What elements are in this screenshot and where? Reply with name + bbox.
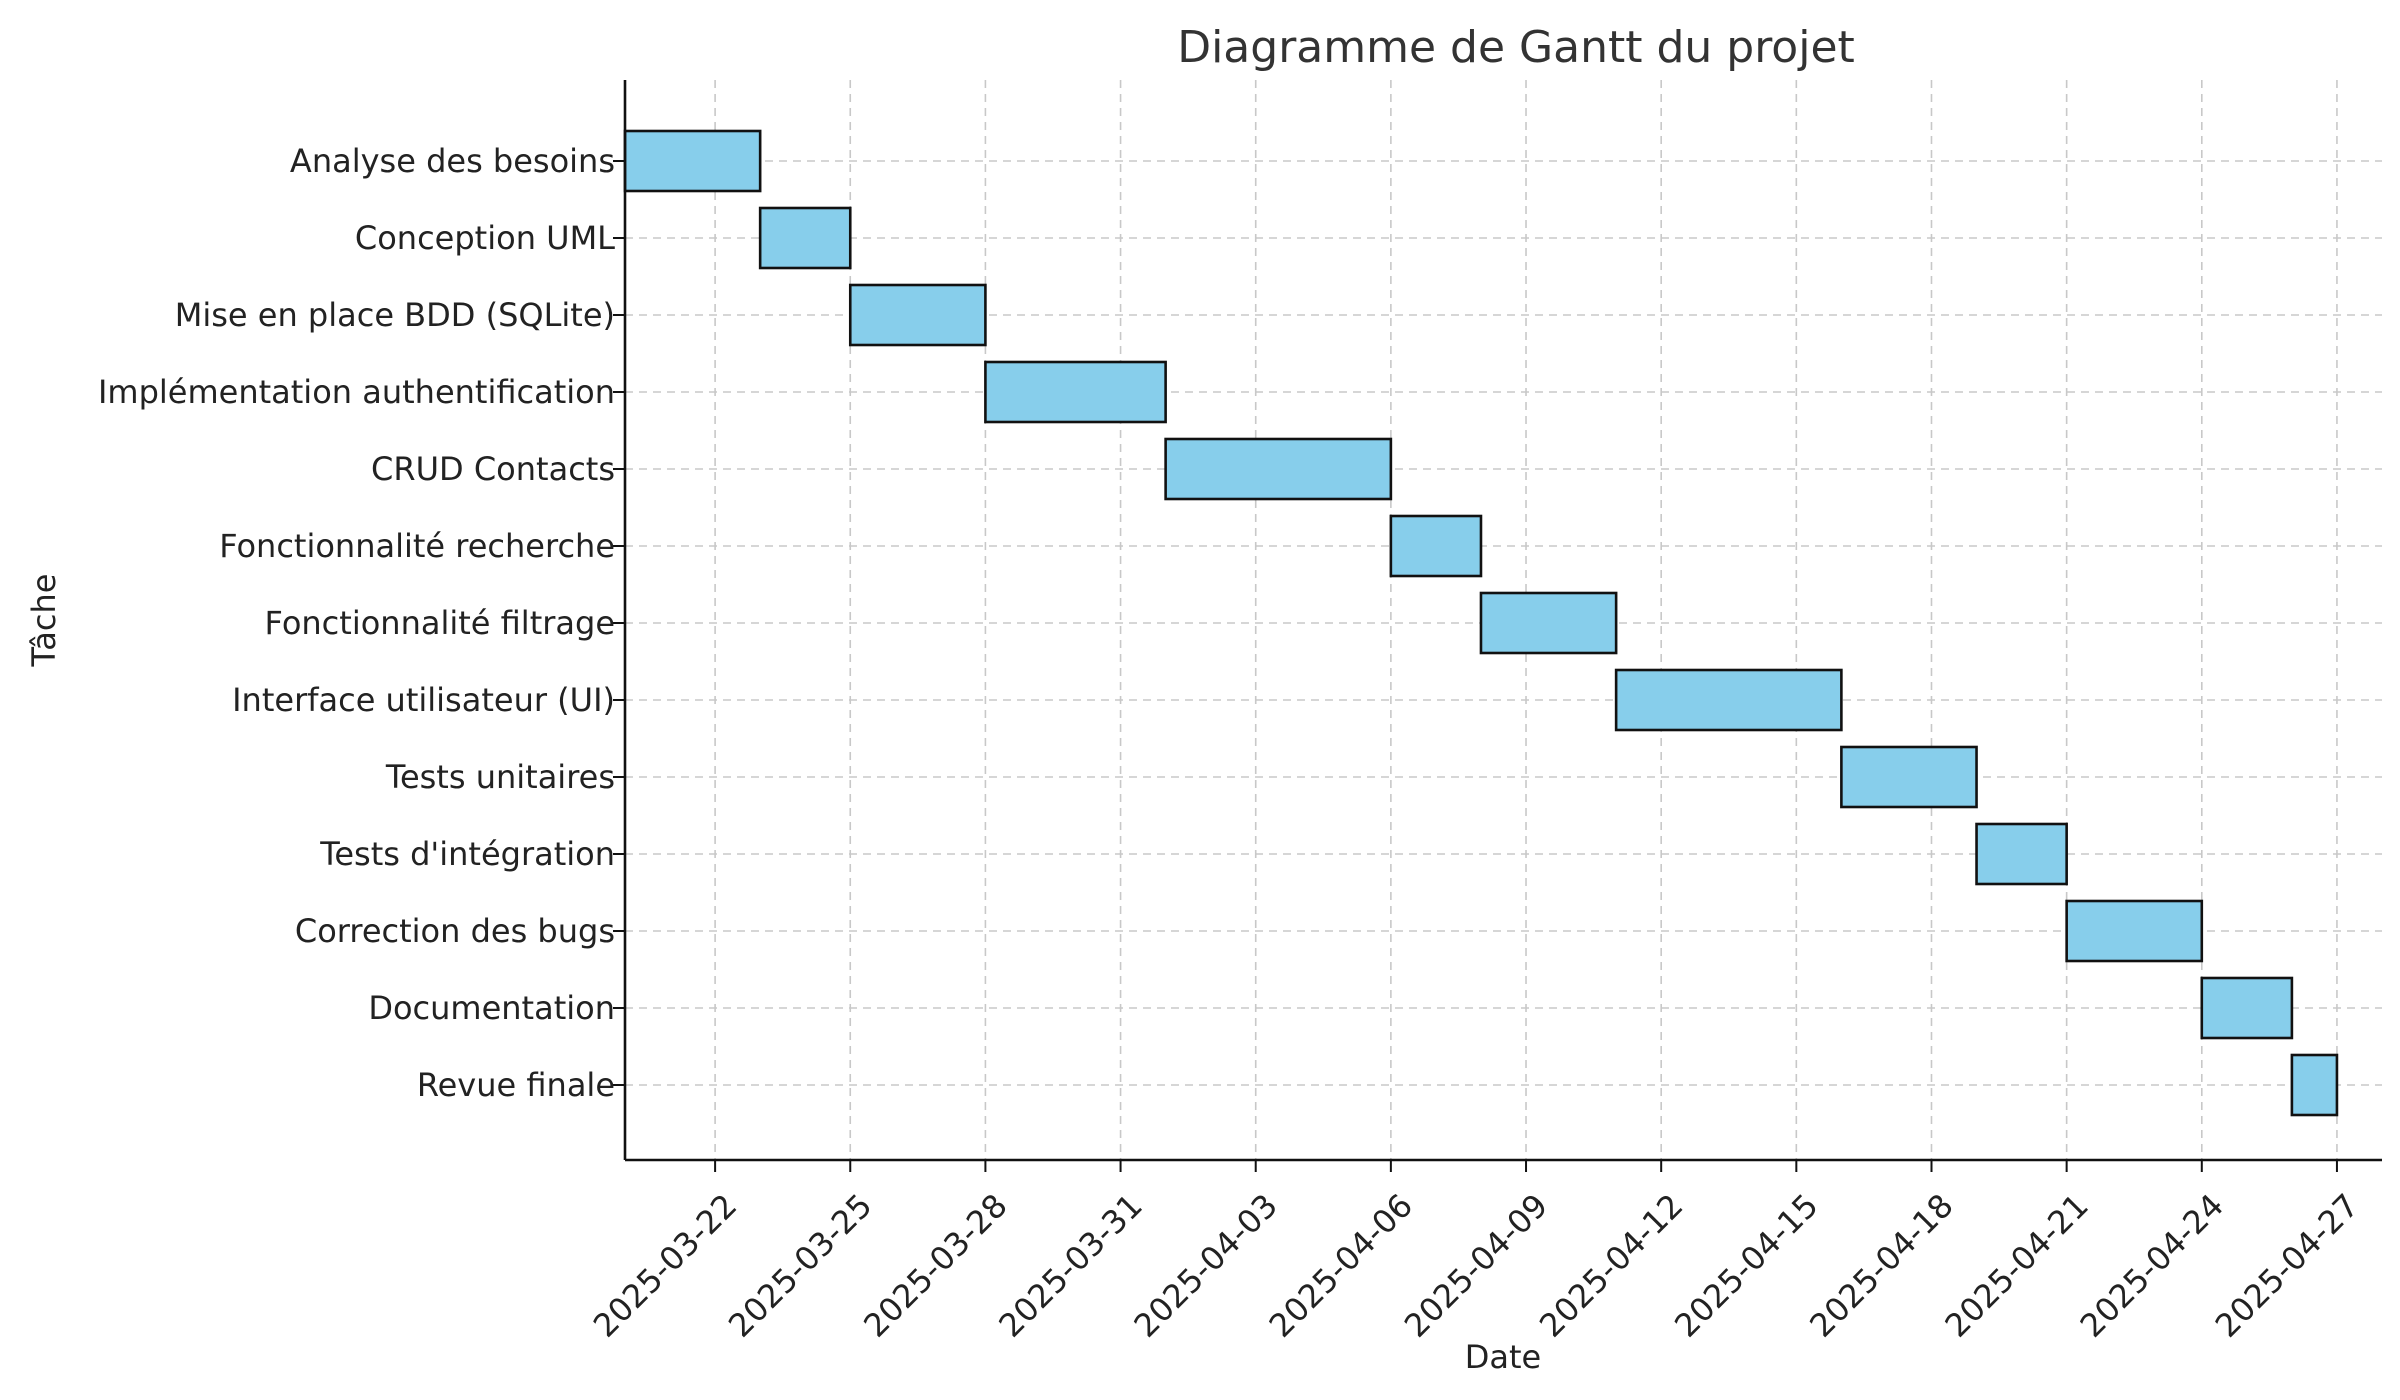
y-tick-label: Correction des bugs <box>295 912 615 950</box>
y-tick-labels: Analyse des besoins Conception UML Mise en… <box>98 142 625 1104</box>
y-tick-label: Conception UML <box>355 219 615 257</box>
task-bars <box>623 129 2339 1117</box>
task-bar <box>2200 976 2294 1040</box>
task-bar <box>848 283 987 347</box>
x-tick-label: 2025-04-21 <box>1937 1186 2095 1344</box>
x-tick-label: 2025-04-18 <box>1802 1186 1960 1344</box>
x-tick-label: 2025-03-22 <box>586 1186 744 1344</box>
x-tick-label: 2025-04-24 <box>2073 1186 2231 1344</box>
y-axis-label: Tâche <box>25 574 63 668</box>
x-tick-label: 2025-03-31 <box>991 1186 1149 1344</box>
task-bar <box>1614 668 1843 732</box>
y-tick-label: Mise en place BDD (SQLite) <box>175 296 615 334</box>
x-tick-label: 2025-04-15 <box>1667 1186 1825 1344</box>
x-tick-label: 2025-04-12 <box>1532 1186 1690 1344</box>
x-axis-label: Date <box>1465 1338 1541 1376</box>
y-tick-label: Tests unitaires <box>385 758 615 796</box>
y-tick-label: Tests d'intégration <box>319 835 615 873</box>
task-bar <box>1975 822 2068 886</box>
axes <box>623 80 2382 1162</box>
task-bar <box>1164 437 1393 501</box>
task-bar <box>2290 1053 2339 1117</box>
task-bar <box>758 206 852 270</box>
x-tick-label: 2025-04-27 <box>2208 1186 2366 1344</box>
task-bar <box>984 360 1167 424</box>
y-tick-label: Analyse des besoins <box>290 142 615 180</box>
y-tick-label: Interface utilisateur (UI) <box>232 681 615 719</box>
y-tick-label: CRUD Contacts <box>371 450 615 488</box>
x-tick-label: 2025-04-06 <box>1262 1186 1420 1344</box>
task-bar <box>1389 514 1483 578</box>
task-bar <box>2065 899 2204 963</box>
x-tick-labels: 2025-03-222025-03-252025-03-282025-03-31… <box>586 1160 2366 1345</box>
task-bar <box>1479 591 1618 655</box>
chart-title: Diagramme de Gantt du projet <box>1177 22 1855 73</box>
x-tick-label: 2025-04-03 <box>1127 1186 1285 1344</box>
y-tick-label: Fonctionnalité recherche <box>219 527 615 565</box>
task-bar <box>623 129 762 193</box>
y-tick-label: Fonctionnalité filtrage <box>265 604 615 642</box>
x-tick-label: 2025-03-28 <box>856 1186 1014 1344</box>
y-tick-label: Revue finale <box>417 1066 615 1104</box>
y-tick-label: Implémentation authentification <box>98 373 615 411</box>
task-bar <box>1840 745 1978 809</box>
x-tick-label: 2025-04-09 <box>1397 1186 1555 1344</box>
x-tick-label: 2025-03-25 <box>721 1186 879 1344</box>
y-tick-label: Documentation <box>368 989 615 1027</box>
